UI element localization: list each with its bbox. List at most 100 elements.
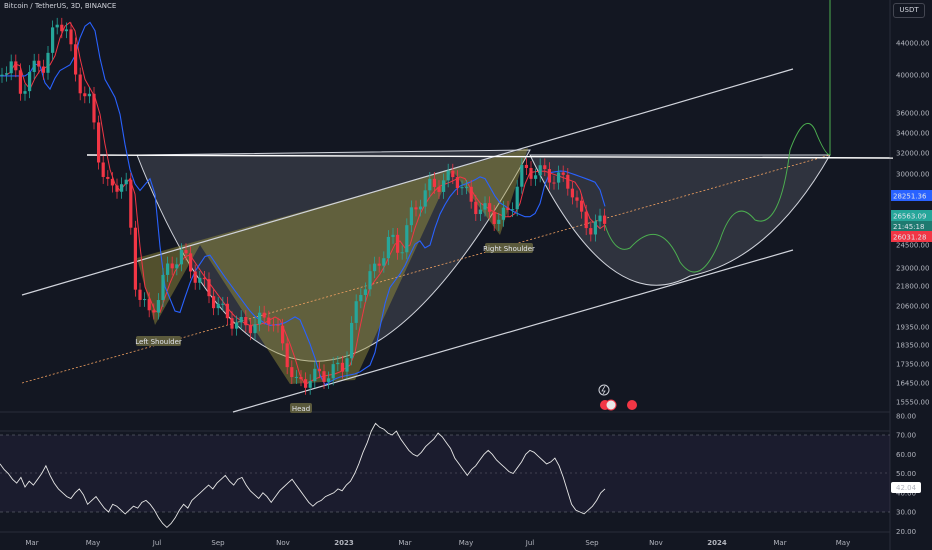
candle <box>593 214 597 242</box>
candle <box>446 163 450 188</box>
candle <box>478 202 482 222</box>
candle <box>419 199 423 217</box>
candle <box>543 158 547 177</box>
pattern-drawings <box>21 0 894 413</box>
candle <box>285 336 289 375</box>
candle <box>290 360 294 385</box>
candle <box>570 181 574 205</box>
oscillator-axis: 80.00 70.00 60.00 50.00 40.00 30.00 20.00 <box>896 412 916 536</box>
time-tick-label: Mar <box>25 539 38 547</box>
ma-slow-line <box>0 21 606 386</box>
channel-top-line <box>21 68 794 296</box>
candle <box>170 256 174 276</box>
oscillator-line <box>0 422 606 529</box>
candle <box>354 294 358 330</box>
time-tick-label: Mar <box>773 539 786 547</box>
price-tick-label: 18350.00 <box>896 342 929 350</box>
candle <box>189 246 193 279</box>
candle <box>359 288 363 309</box>
candle <box>9 54 13 81</box>
candle <box>230 311 234 336</box>
candle <box>460 180 464 195</box>
candle <box>547 162 551 190</box>
candle <box>143 292 147 307</box>
price-axis[interactable]: 44000.00 40000.00 36000.00 34000.00 32000.00… <box>896 40 929 407</box>
time-tick-label: Nov <box>649 539 663 547</box>
time-tick-label: Mar <box>398 539 411 547</box>
time-axis[interactable]: Mar May Jul Sep Nov 2023 Mar May Jul Sep Nov 2024 Ma… <box>25 539 850 547</box>
candle <box>584 204 588 236</box>
candle <box>184 243 188 261</box>
candle <box>363 282 367 302</box>
candle <box>152 303 156 320</box>
candle <box>529 161 533 186</box>
annotation-text: Left Shoulder <box>135 338 182 346</box>
candle <box>23 84 27 101</box>
oscillator-tick-label: 30.00 <box>896 509 916 517</box>
price-tick-label: 23000.00 <box>896 265 929 273</box>
candle <box>492 204 496 231</box>
cup-left-shape <box>136 149 531 362</box>
candle <box>179 243 183 272</box>
candle <box>552 175 556 190</box>
candle <box>51 20 55 60</box>
candle <box>451 163 455 185</box>
candle <box>294 370 298 385</box>
candle <box>501 200 505 227</box>
candle <box>106 170 110 186</box>
candle <box>161 268 165 307</box>
candle <box>92 86 96 130</box>
candle <box>147 292 151 318</box>
oscillator-tick-label: 80.00 <box>896 412 916 420</box>
candle <box>534 168 538 186</box>
candle <box>373 256 377 279</box>
candle <box>120 177 124 199</box>
candle <box>69 22 73 52</box>
price-tick-label: 19350.00 <box>896 324 929 332</box>
svg-text:42.04: 42.04 <box>896 484 917 492</box>
candle <box>253 317 257 341</box>
candle <box>60 17 64 39</box>
price-tick-label: 16450.00 <box>896 380 929 388</box>
oscillator-tick-label: 40.00 <box>896 489 916 497</box>
time-tick-label: Jul <box>152 539 162 547</box>
candle <box>244 310 248 333</box>
candle <box>423 183 427 214</box>
annotation-left-shoulder: Left Shoulder <box>135 336 182 346</box>
candle <box>428 172 432 198</box>
candle <box>497 212 501 231</box>
candle <box>239 310 243 330</box>
currency-button[interactable]: USDT <box>893 3 925 18</box>
time-tick-label: Nov <box>276 539 290 547</box>
candle <box>74 37 78 82</box>
candle <box>133 220 137 297</box>
candle <box>221 296 225 311</box>
candle <box>520 158 524 194</box>
candle <box>175 257 179 276</box>
candle <box>78 67 82 101</box>
candle <box>262 305 266 325</box>
event-icons[interactable] <box>598 384 637 411</box>
candle <box>271 317 275 332</box>
price-tick-label: 30000.00 <box>896 171 929 179</box>
candle <box>474 194 478 222</box>
candle <box>557 165 561 190</box>
candle <box>598 208 602 229</box>
candle <box>391 228 395 244</box>
annotation-text: Right Shoulder <box>483 245 535 253</box>
candle <box>488 196 492 219</box>
candle <box>37 53 41 74</box>
candle <box>345 351 349 379</box>
candle <box>41 59 45 80</box>
price-tick-label: 34000.00 <box>896 130 929 138</box>
price-tick-label: 20600.00 <box>896 303 929 311</box>
candle <box>299 370 303 387</box>
candle <box>603 208 607 231</box>
symbol-title: Bitcoin / TetherUS, 3D, BINANCE <box>4 2 117 10</box>
time-tick-label: 2023 <box>334 539 354 547</box>
candle <box>561 165 565 182</box>
annotation-head: Head <box>290 403 312 413</box>
flag-icon <box>605 399 617 411</box>
candle <box>87 86 91 104</box>
oscillator-tick-label: 70.00 <box>896 432 916 440</box>
